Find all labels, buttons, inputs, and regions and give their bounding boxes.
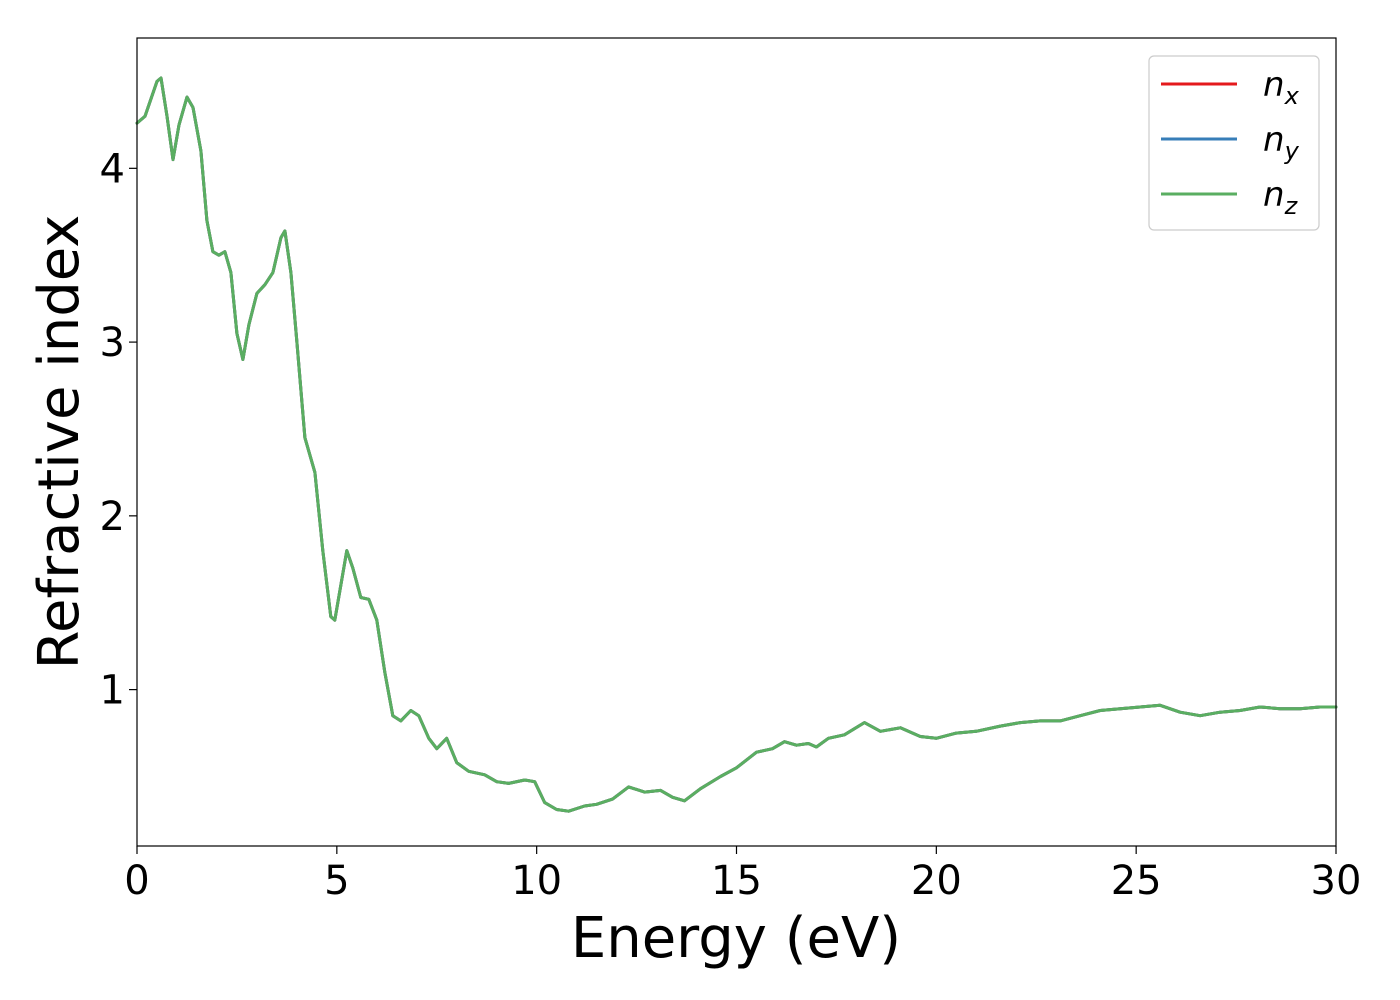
y-tick-label: 4 bbox=[100, 146, 125, 192]
y-axis-ticks: 1 2 3 4 bbox=[100, 146, 137, 714]
legend-label-ny: ny bbox=[1263, 120, 1300, 165]
y-axis-label: Refractive index bbox=[27, 215, 92, 670]
x-tick-label: 0 bbox=[124, 858, 149, 904]
legend-label-nz: nz bbox=[1263, 175, 1299, 220]
x-axis-label: Energy (eV) bbox=[571, 906, 901, 971]
legend-box bbox=[1148, 55, 1320, 231]
series-line-nz bbox=[135, 76, 1338, 813]
x-tick-label: 15 bbox=[711, 858, 762, 904]
x-tick-label: 20 bbox=[911, 858, 962, 904]
x-tick-label: 5 bbox=[324, 858, 349, 904]
series-layer bbox=[135, 76, 1338, 813]
legend: nx ny nz bbox=[1148, 55, 1320, 231]
y-tick-label: 3 bbox=[100, 320, 125, 366]
x-tick-label: 25 bbox=[1111, 858, 1162, 904]
y-tick-label: 1 bbox=[100, 668, 125, 714]
legend-label-nx: nx bbox=[1263, 65, 1300, 110]
y-tick-label: 2 bbox=[100, 494, 125, 540]
x-tick-label: 10 bbox=[511, 858, 562, 904]
plot-area bbox=[137, 38, 1336, 846]
x-tick-label: 30 bbox=[1311, 858, 1362, 904]
x-axis-ticks: 0 5 10 15 20 25 30 bbox=[124, 846, 1361, 904]
